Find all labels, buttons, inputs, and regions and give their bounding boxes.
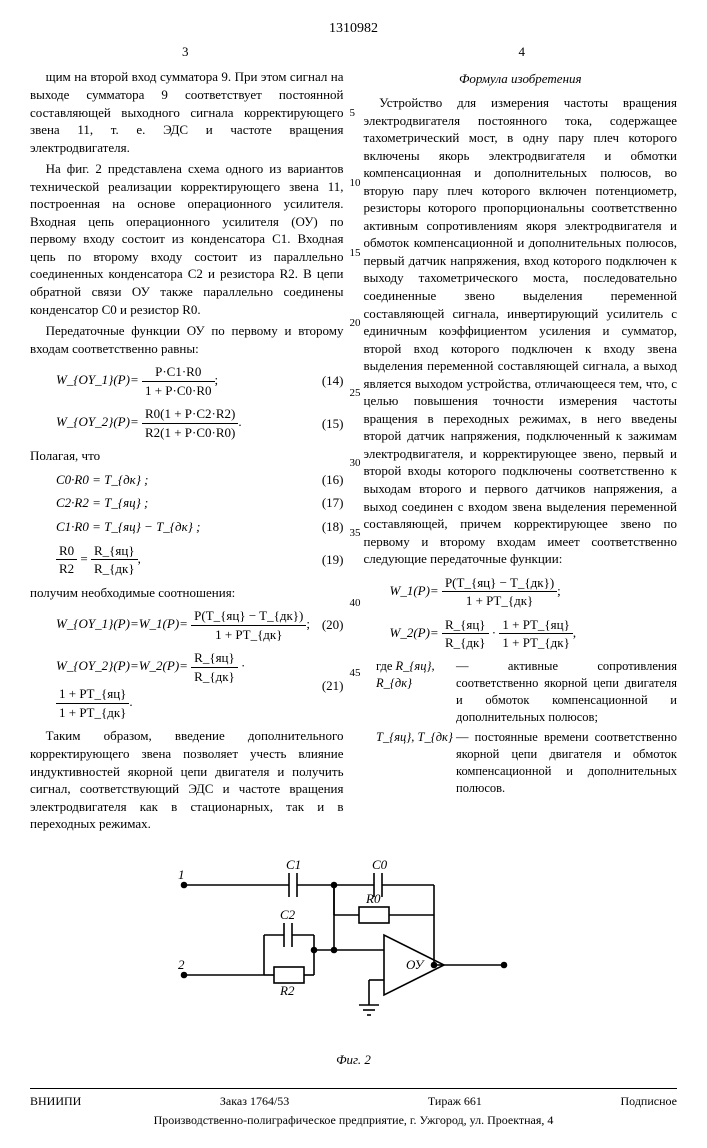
line-mark: 15 [350,246,361,261]
def2-text: — постоянные времени соответственно якор… [456,729,677,797]
eq16-body: C0·R0 = T_{дк} ; [56,472,149,487]
left-column: щим на второй вход сумматора 9. При этом… [30,68,344,836]
eq21-mid: · [241,658,245,673]
equation-w2: W_2(P)= R_{яц} R_{дк} · 1 + PT_{яц} 1 + … [390,616,678,652]
footer-org: ВНИИПИ [30,1093,81,1109]
eq15-lhs: W_{OY_2}(P)= [56,414,139,429]
footer-addr: Производственно-полиграфическое предприя… [30,1112,677,1128]
right-para-1: Устройство для измерения частоты вращени… [364,94,678,568]
circuit-c0-label: C0 [372,857,388,872]
eq20-den: 1 + PT_{дк} [191,626,306,644]
equation-14: W_{OY_1}(P)= P·C1·R0 1 + P·C0·R0 ; (14) [56,363,344,399]
line-mark: 40 [350,596,361,611]
eq15-number: (15) [322,415,344,433]
eq21-pre: R_{яц} [191,649,238,668]
circuit-diagram: 1 2 C1 C0 C2 R0 R2 ОУ [174,855,534,1045]
claims-title: Формула изобретения [364,70,678,88]
eqw2-den: 1 + PT_{дк} [499,634,572,652]
eqw2-mid: · [492,625,496,640]
circuit-c2-label: C2 [280,907,296,922]
eq19-num: R0 [56,542,77,561]
circuit-in2-label: 2 [178,957,185,972]
eq20-number: (20) [322,616,344,634]
eq14-number: (14) [322,372,344,390]
eqw2-num: 1 + PT_{яц} [499,616,572,635]
circuit-amp-label: ОУ [406,957,426,972]
circuit-in1-label: 1 [178,867,185,882]
eqw2-preden: R_{дк} [442,634,489,652]
left-para-2: На фиг. 2 представлена схема одного из в… [30,160,344,318]
def1-text: — активные сопротивления соответственно … [456,658,677,726]
footer-sign: Подписное [621,1093,678,1109]
eq19-den2: R_{дк} [91,560,138,578]
left-para-1: щим на второй вход сумматора 9. При этом… [30,68,344,156]
line-mark: 10 [350,176,361,191]
circuit-c1-label: C1 [286,857,301,872]
def2-sym: T_{яц}, T_{дк} [376,730,453,744]
eq21-lhs: W_{OY_2}(P)=W_2(P)= [56,658,188,673]
eqw1-den: 1 + PT_{дк} [442,592,557,610]
footer-tirazh: Тираж 661 [428,1093,482,1109]
left-para-3: Передаточные функции ОУ по первому и вто… [30,322,344,357]
left-para-5: получим необходимые соотношения: [30,584,344,602]
line-mark: 20 [350,316,361,331]
figure-label: Фиг. 2 [30,1051,677,1069]
eq19-mid: = [80,551,91,566]
eq21-preden: R_{дк} [191,668,238,686]
eq18-body: C1·R0 = T_{яц} − T_{дк} ; [56,519,200,534]
line-mark: 45 [350,666,361,681]
col-num-left: 3 [30,43,341,61]
eq21-num: 1 + PT_{яц} [56,685,129,704]
doc-number: 1310982 [30,20,677,39]
eq19-num2: R_{яц} [91,542,138,561]
footer-order: Заказ 1764/53 [220,1093,289,1109]
eq19-den: R2 [56,560,77,578]
footer: ВНИИПИ Заказ 1764/53 Тираж 661 Подписное… [30,1088,677,1127]
left-para-6: Таким образом, введение дополнительного … [30,727,344,832]
defs-intro: где [376,659,392,673]
eqw2-tail: , [573,625,576,640]
line-mark: 35 [350,526,361,541]
col-num-right: 4 [366,43,677,61]
eqw1-tail: ; [557,583,561,598]
circuit-r0-label: R0 [365,891,381,906]
left-para-4: Полагая, что [30,447,344,465]
line-mark: 25 [350,386,361,401]
equation-w1: W_1(P)= P(T_{яц} − T_{дк}) 1 + PT_{дк} ; [390,574,678,610]
eq21-den: 1 + PT_{дк} [56,704,129,722]
equation-21: W_{OY_2}(P)=W_2(P)= R_{яц} R_{дк} · 1 + … [56,649,344,721]
right-column: 5 10 15 20 25 30 35 40 45 Формула изобре… [364,68,678,836]
line-mark: 5 [350,106,356,121]
eqw1-lhs: W_1(P)= [390,583,439,598]
eq15-den: R2(1 + P·C0·R0) [142,424,238,442]
equation-17: C2·R2 = T_{яц} ; (17) [56,494,344,512]
eq19-number: (19) [322,551,344,569]
eq20-lhs: W_{OY_1}(P)=W_1(P)= [56,616,188,631]
column-headers: 3 4 [30,43,677,61]
eqw2-lhs: W_2(P)= [390,625,439,640]
circuit-r2-label: R2 [279,983,295,998]
equation-16: C0·R0 = T_{дк} ; (16) [56,471,344,489]
eq15-num: R0(1 + P·C2·R2) [142,405,238,424]
line-mark: 30 [350,456,361,471]
eq18-number: (18) [322,518,344,536]
eq20-num: P(T_{яц} − T_{дк}) [191,607,306,626]
definitions: где R_{яц}, R_{дк} — активные сопротивле… [376,658,677,797]
eqw2-pre: R_{яц} [442,616,489,635]
eq14-num: P·C1·R0 [142,363,215,382]
eq17-body: C2·R2 = T_{яц} ; [56,495,148,510]
eq16-number: (16) [322,471,344,489]
eq21-number: (21) [322,677,344,695]
eq14-den: 1 + P·C0·R0 [142,382,215,400]
eq14-lhs: W_{OY_1}(P)= [56,372,139,387]
eq17-number: (17) [322,494,344,512]
equation-18: C1·R0 = T_{яц} − T_{дк} ; (18) [56,518,344,536]
eqw1-num: P(T_{яц} − T_{дк}) [442,574,557,593]
equation-15: W_{OY_2}(P)= R0(1 + P·C2·R2) R2(1 + P·C0… [56,405,344,441]
two-column-layout: щим на второй вход сумматора 9. При этом… [30,68,677,836]
equation-20: W_{OY_1}(P)=W_1(P)= P(T_{яц} − T_{дк}) 1… [56,607,344,643]
equation-19: R0 R2 = R_{яц} R_{дк} , (19) [56,542,344,578]
